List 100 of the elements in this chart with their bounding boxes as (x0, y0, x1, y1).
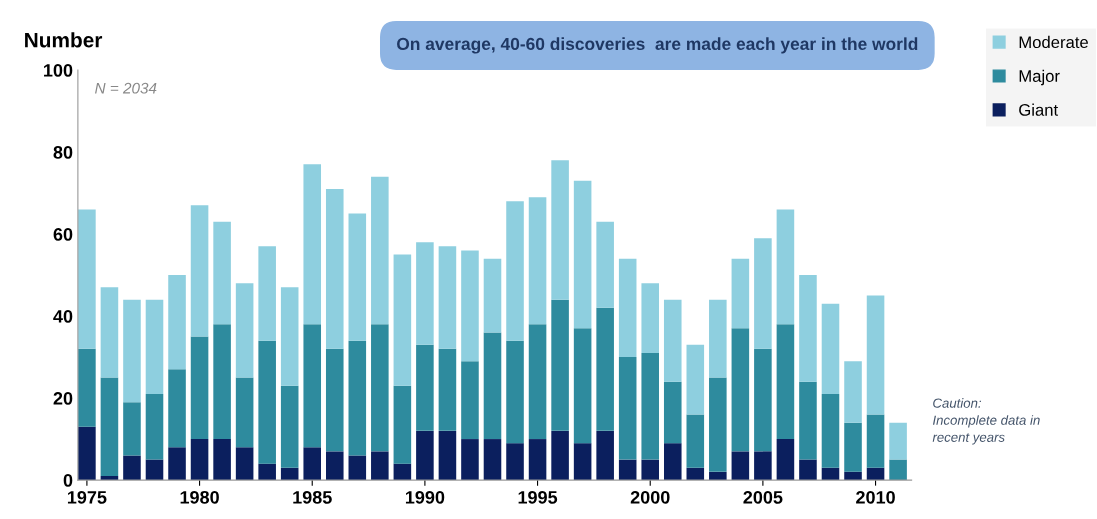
text: On average, 40-60 discoveries are made each year in the world (397, 37, 918, 54)
bar (416, 344, 434, 431)
bar (596, 307, 614, 431)
bar (213, 439, 231, 481)
bar (731, 451, 750, 481)
bar (573, 180, 592, 329)
bar (844, 422, 862, 472)
bar (438, 246, 457, 349)
bar (641, 352, 660, 460)
bar (889, 422, 907, 460)
bar (258, 246, 276, 341)
legend-label: Moderate (1019, 35, 1088, 49)
bar (371, 451, 389, 481)
bar (168, 275, 186, 370)
bar (258, 463, 276, 481)
bar (641, 283, 660, 353)
bar (145, 459, 164, 481)
bar (393, 254, 412, 386)
bar (348, 455, 367, 481)
bar (416, 242, 434, 345)
bar (596, 430, 614, 481)
bar (483, 258, 502, 333)
x-tick-label: 2000 (630, 490, 670, 504)
bar (776, 324, 795, 440)
x-tick-label: 1995 (518, 490, 558, 504)
bar (123, 299, 141, 403)
bar (371, 324, 389, 452)
bar (123, 402, 141, 456)
bar (190, 205, 209, 337)
bar (235, 377, 254, 448)
bar (213, 221, 231, 325)
bar (235, 447, 254, 481)
bar (528, 324, 547, 440)
bar (438, 430, 457, 481)
legend-label: Giant (1019, 103, 1059, 116)
bar (754, 348, 772, 452)
bar (438, 348, 457, 431)
y-axis-title: Number (25, 32, 103, 48)
bar (506, 201, 524, 341)
bar (596, 221, 614, 308)
bar (145, 393, 164, 460)
bar (663, 299, 682, 382)
bar (731, 328, 750, 452)
bar (506, 443, 524, 481)
y-tick-label: 40 (53, 310, 73, 323)
bar (573, 443, 592, 481)
y-tick-label: 20 (53, 392, 73, 405)
bar (416, 430, 434, 481)
x-tick-label: 2005 (743, 490, 783, 504)
bar (776, 439, 795, 481)
bar (528, 197, 547, 325)
bar (551, 299, 569, 431)
bar (754, 238, 772, 349)
bar (686, 344, 705, 415)
x-tick-label: 1980 (180, 490, 219, 504)
bar (866, 414, 885, 468)
bar (348, 213, 367, 341)
bar (168, 447, 186, 481)
bar (348, 340, 367, 456)
bar (461, 361, 479, 440)
bar (776, 209, 795, 325)
x-tick-label: 1975 (67, 490, 107, 504)
bar (799, 275, 817, 382)
x-tick-label: 1985 (293, 490, 332, 504)
legend-label: Major (1019, 69, 1060, 86)
bar (663, 381, 682, 444)
bar (303, 447, 322, 481)
bar (78, 348, 96, 427)
y-tick-label: 100 (44, 64, 73, 77)
y-tick-label: 0 (63, 474, 73, 487)
bar (100, 287, 119, 378)
bar (190, 439, 209, 481)
bar (325, 188, 344, 349)
bar (483, 439, 502, 481)
bar (303, 164, 322, 325)
bar (190, 336, 209, 440)
bar (393, 385, 412, 464)
bar (213, 324, 231, 440)
bar (551, 430, 569, 481)
bar (686, 414, 705, 468)
bar (123, 455, 141, 481)
bar (821, 303, 840, 394)
bar (168, 369, 186, 448)
bar (754, 451, 772, 481)
bar (145, 299, 164, 394)
bar (799, 381, 817, 460)
bar (528, 439, 547, 481)
bar (325, 348, 344, 452)
bar (889, 459, 907, 481)
annotation: N = 2034 (95, 82, 157, 94)
bar (461, 250, 479, 362)
bar (325, 451, 344, 481)
bar (709, 299, 727, 378)
bar (866, 295, 885, 415)
bar (821, 393, 840, 468)
bar (551, 160, 569, 300)
bar (641, 459, 660, 481)
bar (618, 357, 637, 460)
bar (731, 258, 750, 329)
bar (506, 340, 524, 444)
